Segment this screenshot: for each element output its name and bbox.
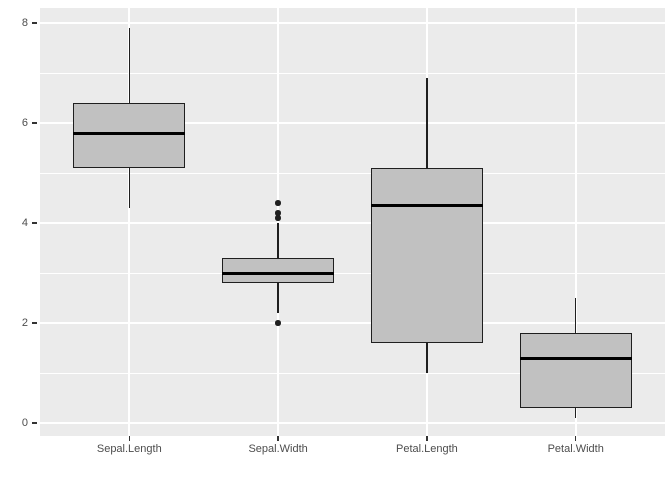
outlier-point <box>275 210 281 216</box>
box-iqr-petal-length <box>371 168 483 343</box>
y-axis-tick-label: 2 <box>21 317 28 329</box>
median-line <box>73 131 186 135</box>
box-iqr-sepal-length <box>73 103 186 168</box>
x-axis-tick-label: Petal.Length <box>396 443 458 455</box>
gridline-minor-horizontal <box>40 172 665 174</box>
outlier-point <box>275 320 281 326</box>
outlier-point <box>275 200 281 206</box>
y-axis-tick <box>32 322 37 324</box>
whisker-upper <box>574 298 577 333</box>
gridline-major-vertical <box>128 8 131 436</box>
gridline-major-vertical <box>277 8 280 436</box>
x-axis-tick <box>574 436 577 441</box>
gridline-major-horizontal <box>40 22 665 24</box>
gridline-minor-horizontal <box>40 272 665 274</box>
gridline-major-vertical <box>574 8 577 436</box>
x-axis-tick <box>277 436 279 441</box>
plot-panel <box>40 8 665 436</box>
y-axis-tick-label: 4 <box>21 217 28 229</box>
y-axis-tick <box>32 22 37 24</box>
outlier-point <box>275 215 281 221</box>
y-axis-tick <box>32 422 37 424</box>
gridline-major-horizontal <box>40 122 665 124</box>
gridline-major-horizontal <box>40 222 665 224</box>
median-line <box>222 271 334 275</box>
median-line <box>519 356 632 360</box>
median-line <box>371 204 483 207</box>
x-axis-tick-label: Petal.Width <box>547 443 604 455</box>
x-axis-tick <box>128 436 131 441</box>
whisker-lower <box>277 283 279 313</box>
gridline-minor-horizontal <box>40 372 665 374</box>
y-axis-tick-label: 8 <box>21 17 28 29</box>
gridline-major-horizontal <box>40 322 665 324</box>
box-iqr-petal-width <box>519 333 632 408</box>
x-axis-tick-label: Sepal.Width <box>248 443 308 455</box>
whisker-upper <box>128 28 131 103</box>
gridline-major-horizontal <box>40 422 665 424</box>
y-axis-tick-label: 6 <box>21 117 28 129</box>
x-axis-tick-label: Sepal.Length <box>96 443 162 455</box>
whisker-lower <box>128 168 131 208</box>
whisker-upper <box>426 78 428 168</box>
whisker-lower <box>574 408 577 418</box>
whisker-upper <box>277 223 279 258</box>
whisker-lower <box>426 343 428 373</box>
gridline-minor-horizontal <box>40 72 665 74</box>
y-axis-tick <box>32 222 37 224</box>
y-axis-tick-label: 0 <box>21 417 28 429</box>
box-iqr-sepal-width <box>222 258 334 283</box>
x-axis-tick <box>426 436 428 441</box>
y-axis-tick <box>32 122 37 124</box>
